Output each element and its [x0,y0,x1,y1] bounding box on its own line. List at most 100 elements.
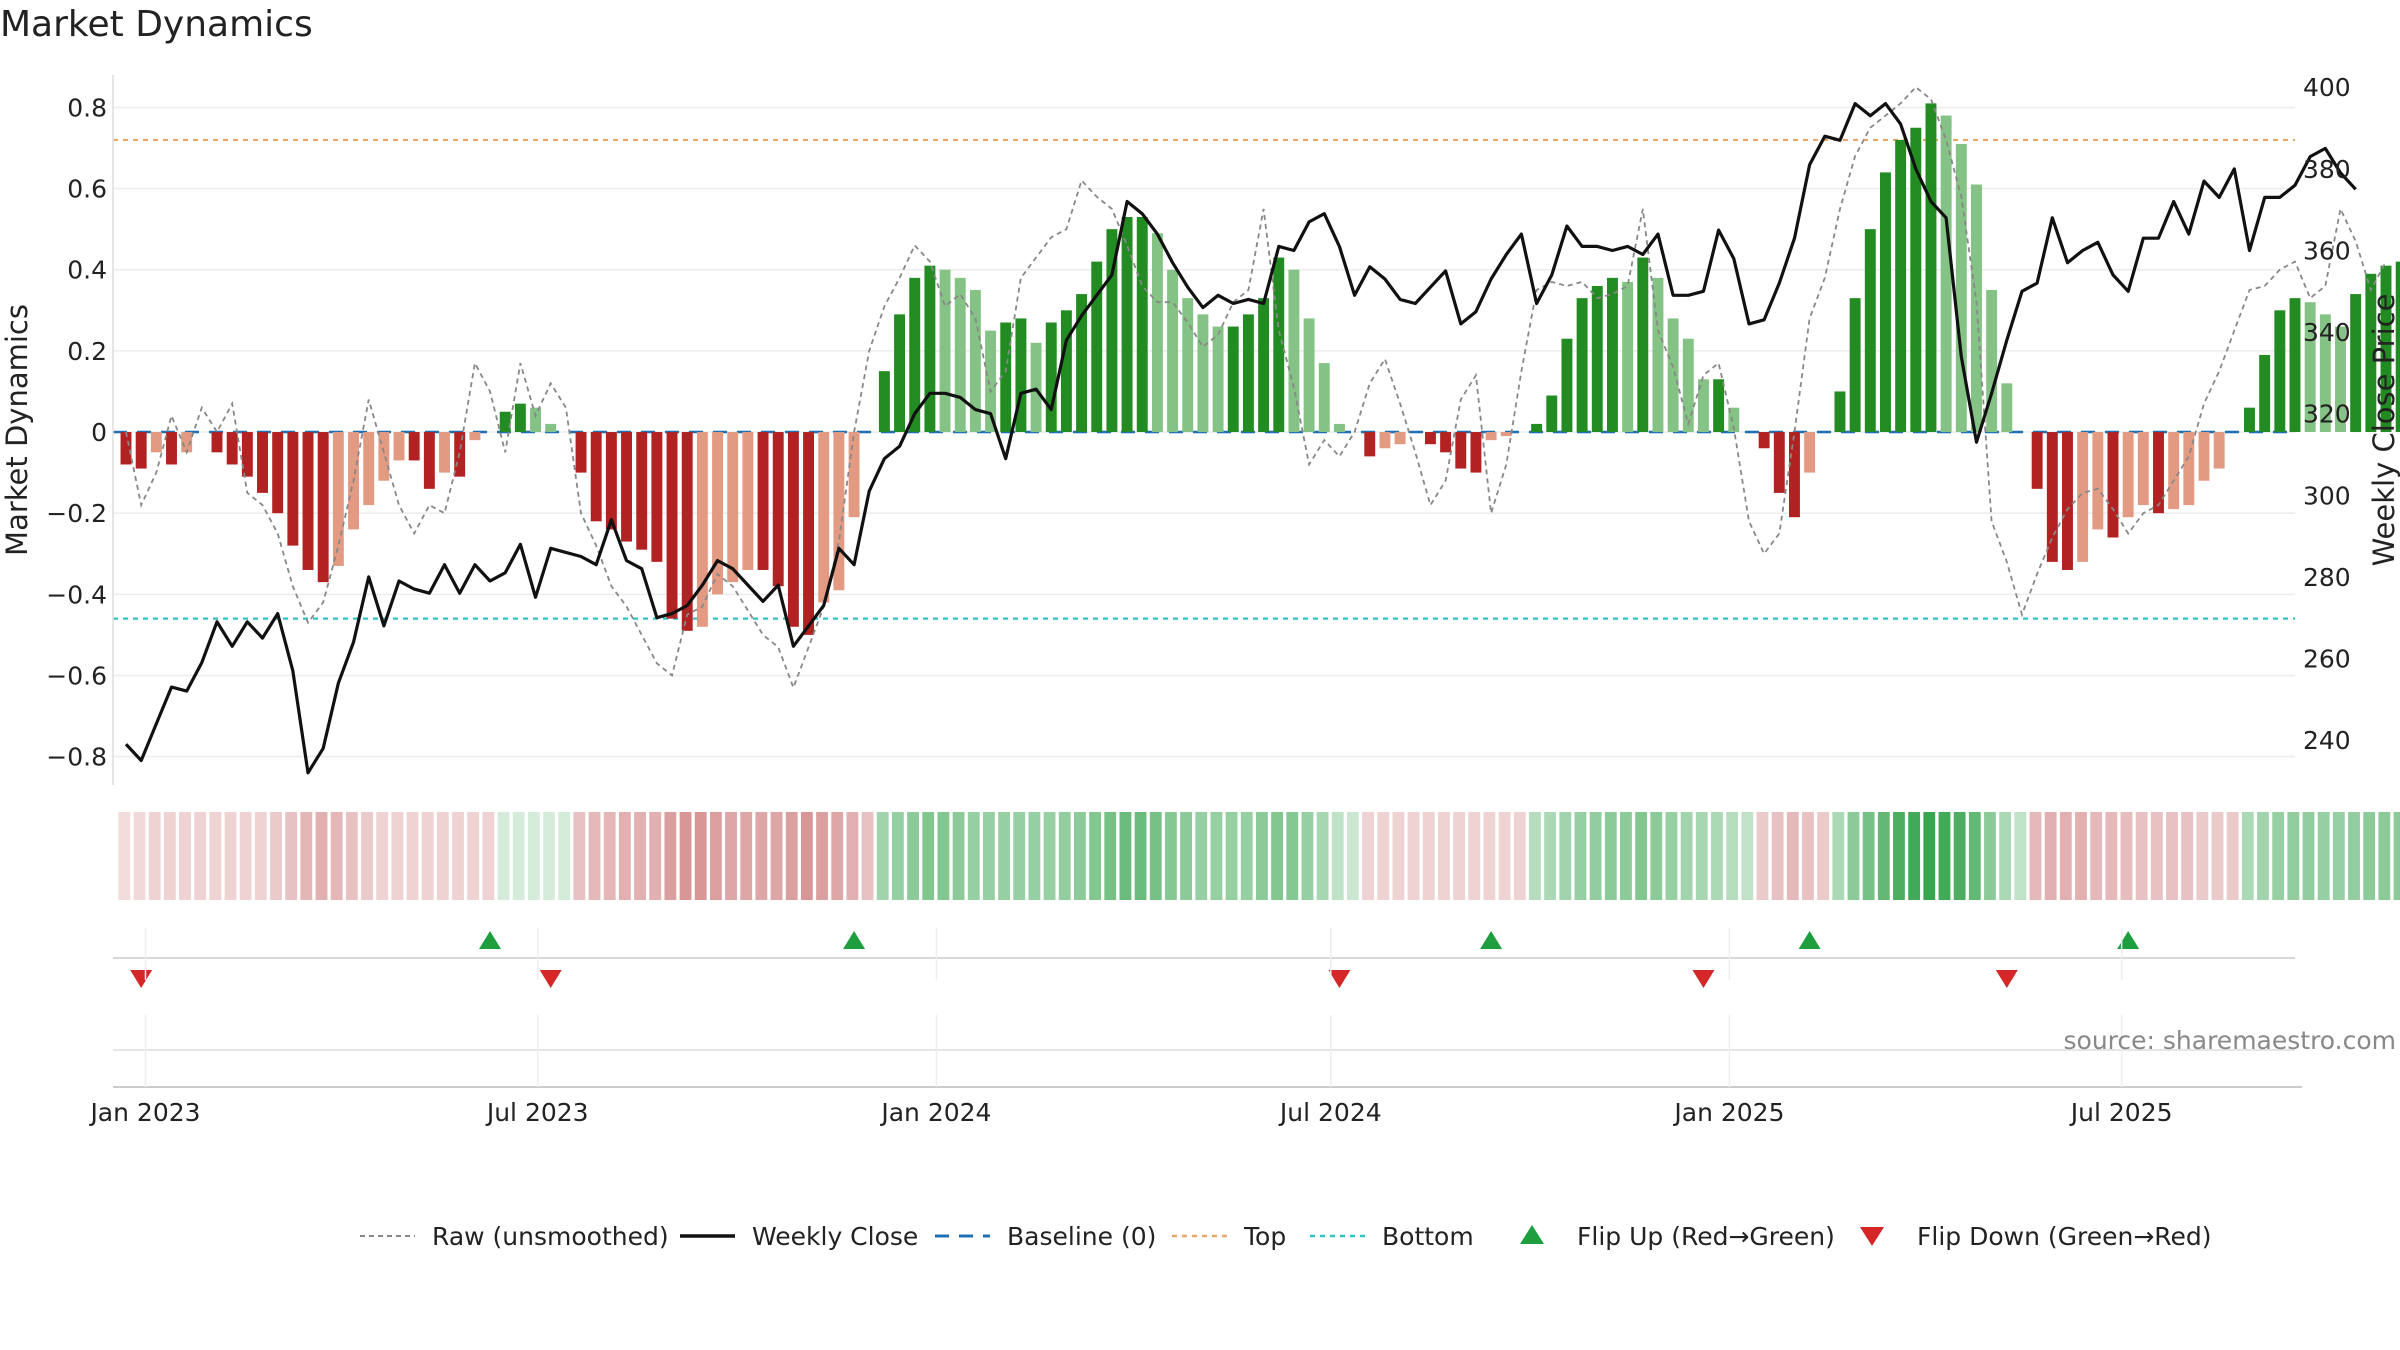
dynamics-bar [514,403,526,433]
heat-strip-cell [1347,812,1359,900]
dynamics-bar [1182,298,1194,433]
dynamics-bar [1167,269,1179,433]
heat-strip-cell [1256,812,1268,900]
dynamics-bar [2046,432,2058,562]
dynamics-bar [1758,432,1770,449]
heat-strip-cell [1877,812,1890,900]
heat-strip-cell [1301,812,1314,900]
flip-up-marker [1480,931,1503,949]
dynamics-bar [2350,294,2362,433]
heat-strip-cell [1286,812,1299,900]
heat-strip-cell [1650,812,1663,900]
dynamics-bar [1000,322,1012,433]
legend-item-flipdown: Flip Down (Green→Red) [1860,1222,2212,1251]
heat-strip-cell [361,812,373,900]
dynamics-bar [1637,257,1649,433]
dynamics-bar [120,432,132,465]
dynamics-bar [1455,432,1467,469]
heat-strip-cell [618,812,631,900]
legend-item-raw: Raw (unsmoothed) [360,1222,669,1251]
heat-strip-cell [2196,812,2209,900]
dynamics-bar [2107,432,2119,538]
dynamics-bar [1531,423,1543,433]
flip-down-marker [1328,970,1351,988]
legend-label: Flip Down (Green→Red) [1917,1222,2212,1251]
dynamics-bar [1136,217,1148,433]
heat-strip-cell [118,812,131,900]
dynamics-bar [1076,294,1088,433]
dynamics-bar [1500,432,1512,437]
heat-strip-cell [376,812,389,900]
dynamics-bar [651,432,663,562]
dynamics-bar [636,432,648,550]
dynamics-bar [848,432,860,518]
dynamics-bar [1561,338,1573,433]
dynamics-bar [742,432,754,570]
y2-tick-label: 320 [2303,400,2351,429]
heat-strip-cell [998,812,1010,900]
dynamics-bar [878,371,890,433]
heat-strip-cell [1073,812,1086,900]
heat-strip-cell [270,812,282,900]
dynamics-bar [439,432,450,473]
heat-strip-cell [163,812,176,900]
heat-strip-cell [1422,812,1435,900]
heat-strip-cell [2257,812,2269,900]
weekly-close-line [124,102,2357,775]
dynamics-bar [2062,432,2073,570]
dynamics-bar [985,330,997,433]
dynamics-bar [1030,342,1042,433]
dynamics-bar [1940,115,1952,433]
heat-strip-cell [1195,812,1208,900]
heat-strip-cell [937,812,950,900]
dynamics-bar [135,432,147,469]
heat-strip-cell [982,812,995,900]
heat-strip-cell [1316,812,1329,900]
dynamics-bar [1880,172,1891,433]
dynamics-bar [469,432,481,441]
dynamics-bar [181,432,193,453]
dynamics-bar [2183,432,2195,506]
chart-title: Market Dynamics [0,4,313,45]
dynamics-bar [1333,423,1345,433]
y2-tick-label: 380 [2303,155,2351,184]
dynamics-bar [1212,326,1224,433]
dynamics-bar [712,432,724,595]
y2-tick-label: 260 [2303,645,2351,674]
dynamics-bar [787,432,799,627]
heat-strip-cell [2059,812,2072,900]
heat-strip-cell [1089,812,1101,900]
heat-strip-cell [2317,812,2330,900]
dynamics-bar [1258,298,1270,433]
flip-up-marker [2117,931,2140,949]
x-tick-label: Jul 2023 [485,1098,589,1127]
y-tick-label: 0.6 [67,175,107,204]
x-tick-label: Jan 2025 [1672,1098,1784,1127]
heat-strip-cell [740,812,753,900]
legend-label: Flip Up (Red→Green) [1577,1222,1835,1251]
dynamics-bar [363,432,375,506]
dynamics-bar [2365,273,2377,433]
heat-strip-cell [2378,812,2391,900]
dynamics-bar [590,432,602,522]
raw-series-line [125,85,2387,691]
legend-item-flipup: Flip Up (Red→Green) [1520,1222,1835,1251]
dynamics-bar [287,432,299,546]
heat-strip-cell [1984,812,1996,900]
dynamics-bar [1955,143,1967,433]
dynamics-bar [150,432,162,453]
heat-strip-cell [300,812,313,900]
dynamics-bar [2259,354,2271,433]
dynamics-bar [1546,395,1558,433]
heat-strip-cell [2075,812,2087,900]
heat-strip-cell [588,812,601,900]
dynamics-bar [575,432,587,473]
y-tick-label: −0.4 [46,580,107,609]
x-axis: Jan 2023 Jul 2023 Jan 2024 Jul 2024 Jan 2025… [88,928,2302,1127]
y2-axis-title: Weekly Close Price [2367,294,2400,567]
dynamics-bar [211,432,223,453]
heat-strip-cell [1058,812,1071,900]
heat-strip-cell [330,812,343,900]
dynamics-bar [757,432,769,570]
heat-strip-cell [664,812,677,900]
